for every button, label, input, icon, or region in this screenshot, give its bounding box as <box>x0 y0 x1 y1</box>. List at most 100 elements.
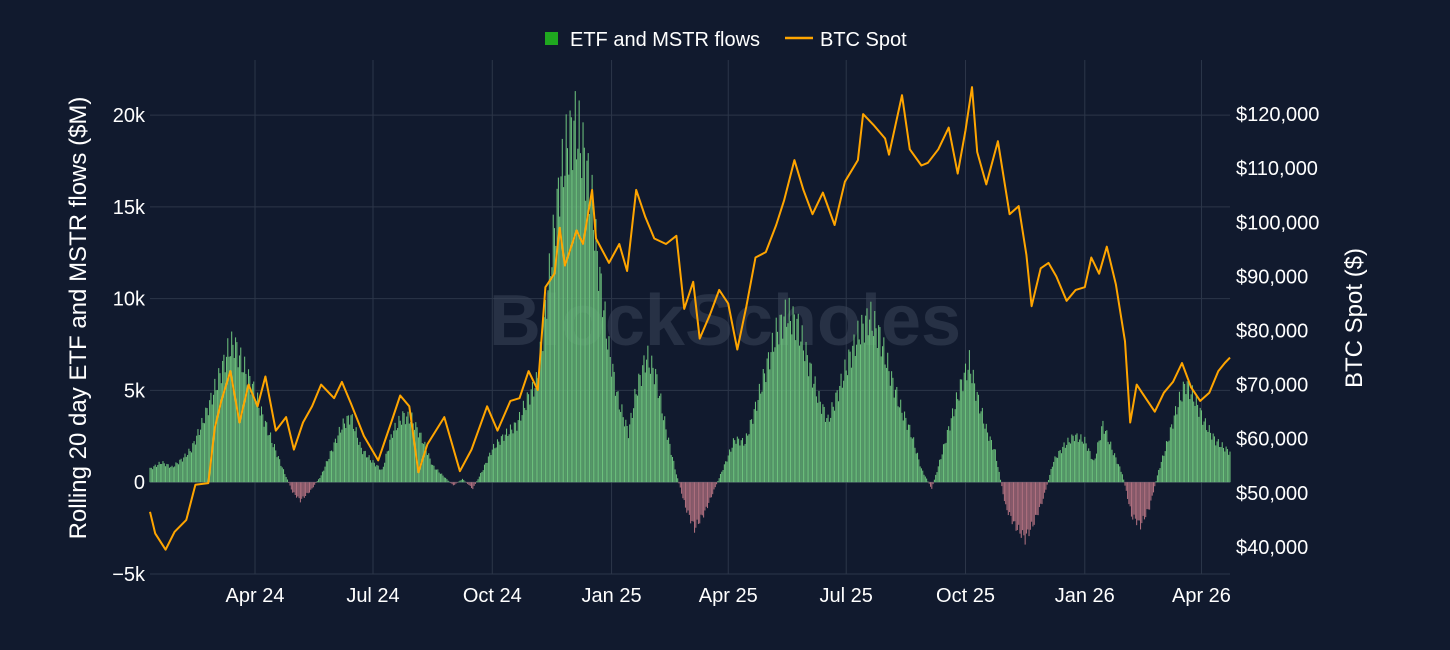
flow-bar <box>696 482 698 520</box>
flow-bar <box>710 482 712 498</box>
legend-label-btc: BTC Spot <box>820 29 907 51</box>
flow-bar <box>900 399 902 483</box>
flow-bar <box>1047 480 1050 483</box>
flow-bar <box>297 482 299 497</box>
flow-bar <box>577 148 579 483</box>
flow-bar <box>1023 482 1025 536</box>
flow-bar <box>1046 482 1048 485</box>
flow-bar <box>967 369 969 483</box>
flow-bar <box>493 443 495 483</box>
flow-bar <box>665 429 667 483</box>
flow-bar <box>491 449 493 483</box>
flow-bar <box>1070 443 1072 483</box>
flow-bar <box>1007 482 1009 516</box>
flow-bar <box>573 120 575 483</box>
flow-bar <box>1184 383 1186 483</box>
flow-bar <box>543 317 545 483</box>
flow-bar <box>515 422 517 483</box>
flow-bar <box>425 450 427 483</box>
flow-bar <box>882 346 884 483</box>
flow-bar <box>1053 461 1055 483</box>
flow-bar <box>1085 443 1087 483</box>
flow-bar <box>363 451 365 483</box>
flow-bar <box>962 391 964 483</box>
flow-bar <box>224 372 226 483</box>
flow-bar <box>347 415 349 483</box>
flow-bar <box>692 482 694 522</box>
flow-bar <box>541 341 543 483</box>
y-right-tick-label: $120,000 <box>1236 104 1319 126</box>
flow-bar <box>1064 447 1066 483</box>
flow-bar <box>1137 482 1139 521</box>
flow-bar <box>1220 446 1222 483</box>
flow-bar <box>683 482 685 501</box>
legend[interactable]: ETF and MSTR flows BTC Spot <box>545 29 907 51</box>
flow-bar <box>1215 445 1217 483</box>
flow-bar <box>321 471 323 483</box>
flow-bar <box>828 421 830 483</box>
flow-bar <box>350 415 352 483</box>
flow-bar <box>1151 482 1153 496</box>
flow-bar <box>579 153 581 483</box>
y-right-tick-label: $90,000 <box>1236 266 1308 288</box>
flow-bar <box>810 363 812 483</box>
flow-bar <box>433 465 435 483</box>
flow-bar <box>731 447 733 483</box>
flow-bar <box>190 452 193 483</box>
flow-bar <box>997 467 999 483</box>
flow-bar <box>909 424 911 483</box>
flow-bar <box>714 482 716 488</box>
flow-bar <box>1076 433 1078 483</box>
flow-bar <box>894 389 897 483</box>
flow-bar <box>404 424 406 483</box>
flow-bar <box>1163 455 1165 483</box>
flow-bar <box>1080 434 1082 483</box>
flow-bar <box>1102 420 1104 483</box>
flow-bar <box>538 373 540 483</box>
flow-bar <box>684 482 686 508</box>
flow-bar <box>490 455 492 483</box>
y-right-tick-label: $70,000 <box>1236 375 1308 397</box>
flow-bar <box>753 409 755 483</box>
flow-bar <box>970 373 972 483</box>
flow-bar <box>745 433 747 483</box>
flow-bar <box>987 432 989 483</box>
flow-bar <box>598 290 600 483</box>
legend-item-flows[interactable]: ETF and MSTR flows <box>545 29 760 51</box>
flow-bar <box>695 482 697 528</box>
flow-bar <box>618 409 620 483</box>
flow-bar <box>805 341 807 483</box>
flow-bar <box>954 409 956 483</box>
flow-bar <box>990 440 992 483</box>
flow-bar <box>690 482 692 524</box>
flow-bar <box>437 469 439 483</box>
flow-bar <box>1040 482 1042 504</box>
flow-bar <box>384 462 386 483</box>
legend-item-btc[interactable]: BTC Spot <box>785 29 907 51</box>
btc-spot-line <box>149 86 1231 551</box>
flow-bar <box>376 464 378 483</box>
flow-bar <box>831 402 833 483</box>
flow-bar <box>1099 440 1101 483</box>
flow-bar <box>936 472 938 483</box>
flow-bar <box>869 319 871 483</box>
flow-bar <box>928 482 930 484</box>
flow-bar <box>231 331 233 483</box>
flow-bar <box>891 371 893 483</box>
flow-bar <box>262 414 264 483</box>
flow-bar <box>220 383 222 483</box>
flow-bar <box>345 428 347 483</box>
flow-bar <box>661 413 663 483</box>
flow-bar <box>168 467 170 483</box>
flow-bar <box>197 429 199 483</box>
flow-bar <box>258 407 260 483</box>
flow-bar <box>817 402 819 483</box>
flow-bar <box>176 463 178 483</box>
flow-bar <box>196 435 198 483</box>
flow-bar <box>791 334 793 483</box>
flow-bar <box>1152 482 1155 493</box>
flow-bar <box>901 412 903 483</box>
flow-bar <box>616 391 618 483</box>
flow-bar <box>429 458 431 483</box>
flow-bar <box>292 482 294 493</box>
